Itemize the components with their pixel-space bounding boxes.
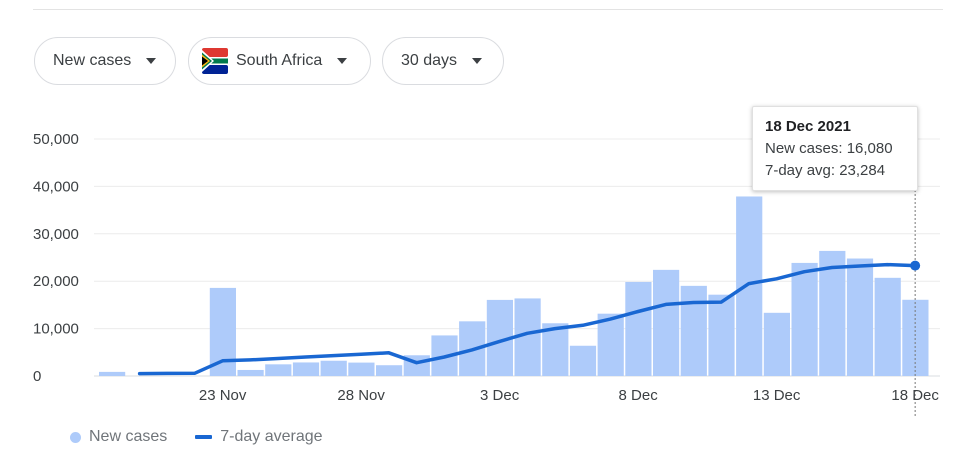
y-tick-label: 40,000 (33, 178, 79, 195)
case-bar[interactable] (542, 323, 569, 376)
case-bar[interactable] (680, 285, 707, 376)
caret-down-icon (146, 58, 157, 64)
south-africa-flag-icon (202, 48, 228, 74)
case-bar[interactable] (625, 281, 652, 376)
case-bar[interactable] (376, 365, 403, 376)
x-tick-label: 23 Nov (199, 387, 247, 404)
selected-point-marker (910, 260, 921, 271)
case-bar[interactable] (597, 313, 624, 376)
case-bar[interactable] (569, 345, 597, 376)
y-tick-label: 50,000 (33, 131, 79, 148)
case-bar[interactable] (763, 312, 790, 376)
case-bar[interactable] (736, 196, 763, 376)
country-dropdown[interactable]: South Africa (188, 37, 371, 85)
tooltip-date: 18 Dec 2021 (765, 118, 851, 135)
legend-bar-swatch (70, 431, 81, 443)
data-tooltip: 18 Dec 2021 New cases: 16,080 7-day avg:… (752, 106, 918, 191)
chart-legend: New cases 7-day average (70, 428, 323, 446)
country-label: South Africa (236, 52, 323, 69)
tooltip-average: 7-day avg: 23,284 (765, 162, 886, 179)
case-bar[interactable] (292, 362, 320, 376)
case-bar[interactable] (653, 269, 680, 376)
case-bar[interactable] (791, 262, 818, 376)
caret-down-icon (472, 58, 483, 64)
case-bar[interactable] (99, 371, 126, 376)
seven-day-average-line[interactable] (137, 262, 917, 376)
metric-label: New cases (53, 52, 132, 69)
case-bar[interactable] (237, 369, 264, 376)
x-tick-label: 8 Dec (619, 387, 659, 404)
case-bar[interactable] (320, 360, 347, 376)
x-tick-label: 13 Dec (753, 387, 801, 404)
x-tick-label: 3 Dec (480, 387, 520, 404)
case-bar[interactable] (265, 364, 292, 376)
tooltip-cases: New cases: 16,080 (765, 140, 893, 157)
legend-bars-label: New cases (89, 428, 168, 445)
legend-line-swatch (195, 435, 213, 439)
y-tick-label: 20,000 (33, 273, 79, 290)
y-tick-label: 30,000 (33, 226, 79, 243)
legend-line-label: 7-day average (220, 428, 323, 445)
y-tick-label: 0 (33, 368, 41, 385)
range-dropdown[interactable]: 30 days (382, 37, 504, 85)
case-bar[interactable] (209, 287, 236, 376)
case-bar[interactable] (708, 294, 735, 376)
metric-dropdown[interactable]: New cases (34, 37, 176, 85)
top-divider (33, 9, 943, 10)
case-bar[interactable] (819, 250, 846, 376)
caret-down-icon (337, 58, 348, 64)
range-label: 30 days (401, 52, 458, 69)
case-bar[interactable] (874, 277, 901, 376)
y-tick-label: 10,000 (33, 321, 79, 338)
x-tick-label: 28 Nov (337, 387, 385, 404)
x-tick-label: 18 Dec (891, 387, 939, 404)
case-bar[interactable] (348, 362, 375, 376)
case-bar[interactable] (846, 258, 874, 376)
